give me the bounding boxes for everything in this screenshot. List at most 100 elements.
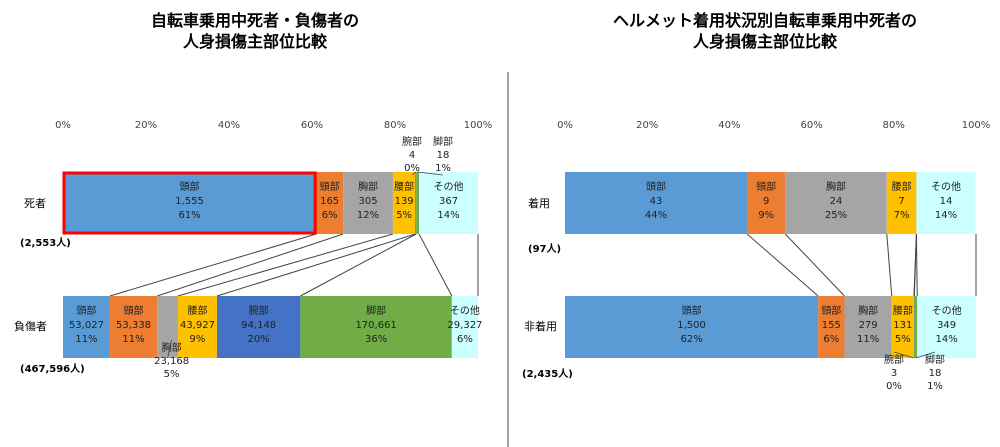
data-label-neck: 頸部: [756, 180, 776, 193]
row-total-deaths: (2,553人): [20, 236, 71, 249]
data-label-chest: 23,168: [154, 356, 189, 367]
data-label-head: 53,027: [69, 320, 104, 331]
right-title-line1: ヘルメット着用状況別自転車乗用中死者の: [613, 11, 917, 30]
data-label-head: 頭部: [76, 304, 96, 317]
data-label-chest: 胸部: [162, 341, 182, 354]
data-label-neck: 11%: [122, 334, 144, 345]
leader-line: [417, 171, 444, 176]
data-label-arm: 腕部: [249, 304, 269, 317]
left-title-line1: 自転車乗用中死者・負傷者の: [151, 11, 359, 30]
data-label-other: その他: [932, 304, 962, 317]
left-panel: 自転車乗用中死者・負傷者の 人身損傷主部位比較 0% 20% 40% 60% 80% 10…: [14, 11, 492, 380]
row-total-injured: (467,596人): [20, 362, 85, 375]
bar-waist: [891, 296, 914, 358]
data-label-head: 頭部: [180, 180, 200, 193]
data-label-waist: 139: [395, 196, 414, 207]
leader-line: [167, 339, 172, 359]
data-label-leg: 脚部: [366, 304, 386, 317]
data-label-neck: 6%: [322, 210, 338, 221]
bar-head: [565, 296, 819, 358]
bar-leg: [416, 172, 420, 234]
data-label-arm: 94,148: [241, 320, 276, 331]
data-label-arm: 腕部: [884, 353, 904, 366]
data-label-head: 11%: [75, 334, 97, 345]
data-label-waist: 腰部: [394, 180, 414, 193]
data-label-head: 頭部: [646, 180, 666, 193]
series-connector-line: [418, 233, 453, 297]
data-label-neck: 頸部: [124, 304, 144, 317]
series-connector-line: [784, 233, 845, 297]
data-label-neck: 9%: [758, 210, 774, 221]
data-label-waist: 7: [898, 196, 904, 207]
bar-head: [565, 172, 748, 234]
bar-other: [419, 172, 478, 234]
data-label-other: 14%: [935, 210, 957, 221]
data-label-leg: 170,661: [355, 320, 396, 331]
data-label-chest: 11%: [857, 334, 879, 345]
left-title-line2: 人身損傷主部位比較: [183, 32, 328, 51]
data-label-head: 61%: [178, 210, 200, 221]
data-label-other: 14%: [935, 334, 957, 345]
data-label-chest: 24: [830, 196, 843, 207]
data-label-head: 43: [650, 196, 663, 207]
highlight-box: [62, 171, 317, 235]
data-label-head: 62%: [680, 334, 702, 345]
data-label-chest: 25%: [825, 210, 847, 221]
bar-arm: [415, 172, 417, 234]
bar-leg: [914, 296, 918, 358]
data-label-other: その他: [434, 180, 464, 193]
data-label-leg: 脚部: [925, 353, 945, 366]
data-label-head: 1,555: [175, 196, 204, 207]
data-label-other: 29,327: [447, 320, 482, 331]
leader-line: [411, 171, 416, 176]
x-tick-label: 80%: [384, 120, 406, 131]
data-label-head: 44%: [645, 210, 667, 221]
leader-line: [893, 351, 915, 359]
row-label-no-helmet: 非着用: [524, 319, 557, 333]
row-total-helmet: (97人): [528, 242, 561, 255]
data-label-neck: 6%: [823, 334, 839, 345]
x-tick-label: 0%: [557, 120, 573, 131]
data-label-waist: 5%: [396, 210, 412, 221]
x-tick-label: 100%: [962, 120, 991, 131]
bar-arm: [216, 296, 301, 358]
series-connector-line: [300, 233, 417, 297]
row-label-helmet: 着用: [528, 196, 550, 210]
x-tick-label: 60%: [800, 120, 822, 131]
bar-neck: [818, 296, 845, 358]
x-tick-label: 40%: [218, 120, 240, 131]
bar-other: [917, 296, 976, 358]
leader-line: [915, 351, 936, 359]
data-label-other: 349: [937, 320, 956, 331]
bar-other: [916, 172, 976, 234]
x-tick-label: 80%: [883, 120, 905, 131]
bar-waist: [392, 172, 416, 234]
data-label-neck: 頸部: [821, 304, 841, 317]
data-label-chest: 279: [859, 320, 878, 331]
bar-neck: [316, 172, 344, 234]
data-label-waist: 7%: [894, 210, 910, 221]
bar-leg: [300, 296, 452, 358]
series-connector-line: [216, 233, 416, 297]
right-title-line2: 人身損傷主部位比較: [693, 32, 838, 51]
data-label-leg: 18: [929, 368, 942, 379]
bar-other: [451, 296, 478, 358]
data-label-leg: 脚部: [433, 135, 453, 148]
x-tick-label: 20%: [636, 120, 658, 131]
row-label-injured: 負傷者: [14, 319, 47, 333]
data-label-leg: 18: [437, 150, 450, 161]
series-connector-line: [886, 233, 893, 297]
x-tick-label: 100%: [464, 120, 493, 131]
data-label-arm: 4: [409, 150, 415, 161]
data-label-waist: 9%: [190, 334, 206, 345]
bar-chest: [157, 296, 178, 358]
data-label-leg: 1%: [927, 381, 943, 392]
row-total-no-helmet: (2,435人): [522, 367, 573, 380]
data-label-other: その他: [931, 180, 961, 193]
series-connector-line: [157, 233, 344, 297]
data-label-other: 367: [439, 196, 458, 207]
bar-chest: [343, 172, 393, 234]
x-tick-label: 40%: [718, 120, 740, 131]
data-label-arm: 0%: [886, 381, 902, 392]
